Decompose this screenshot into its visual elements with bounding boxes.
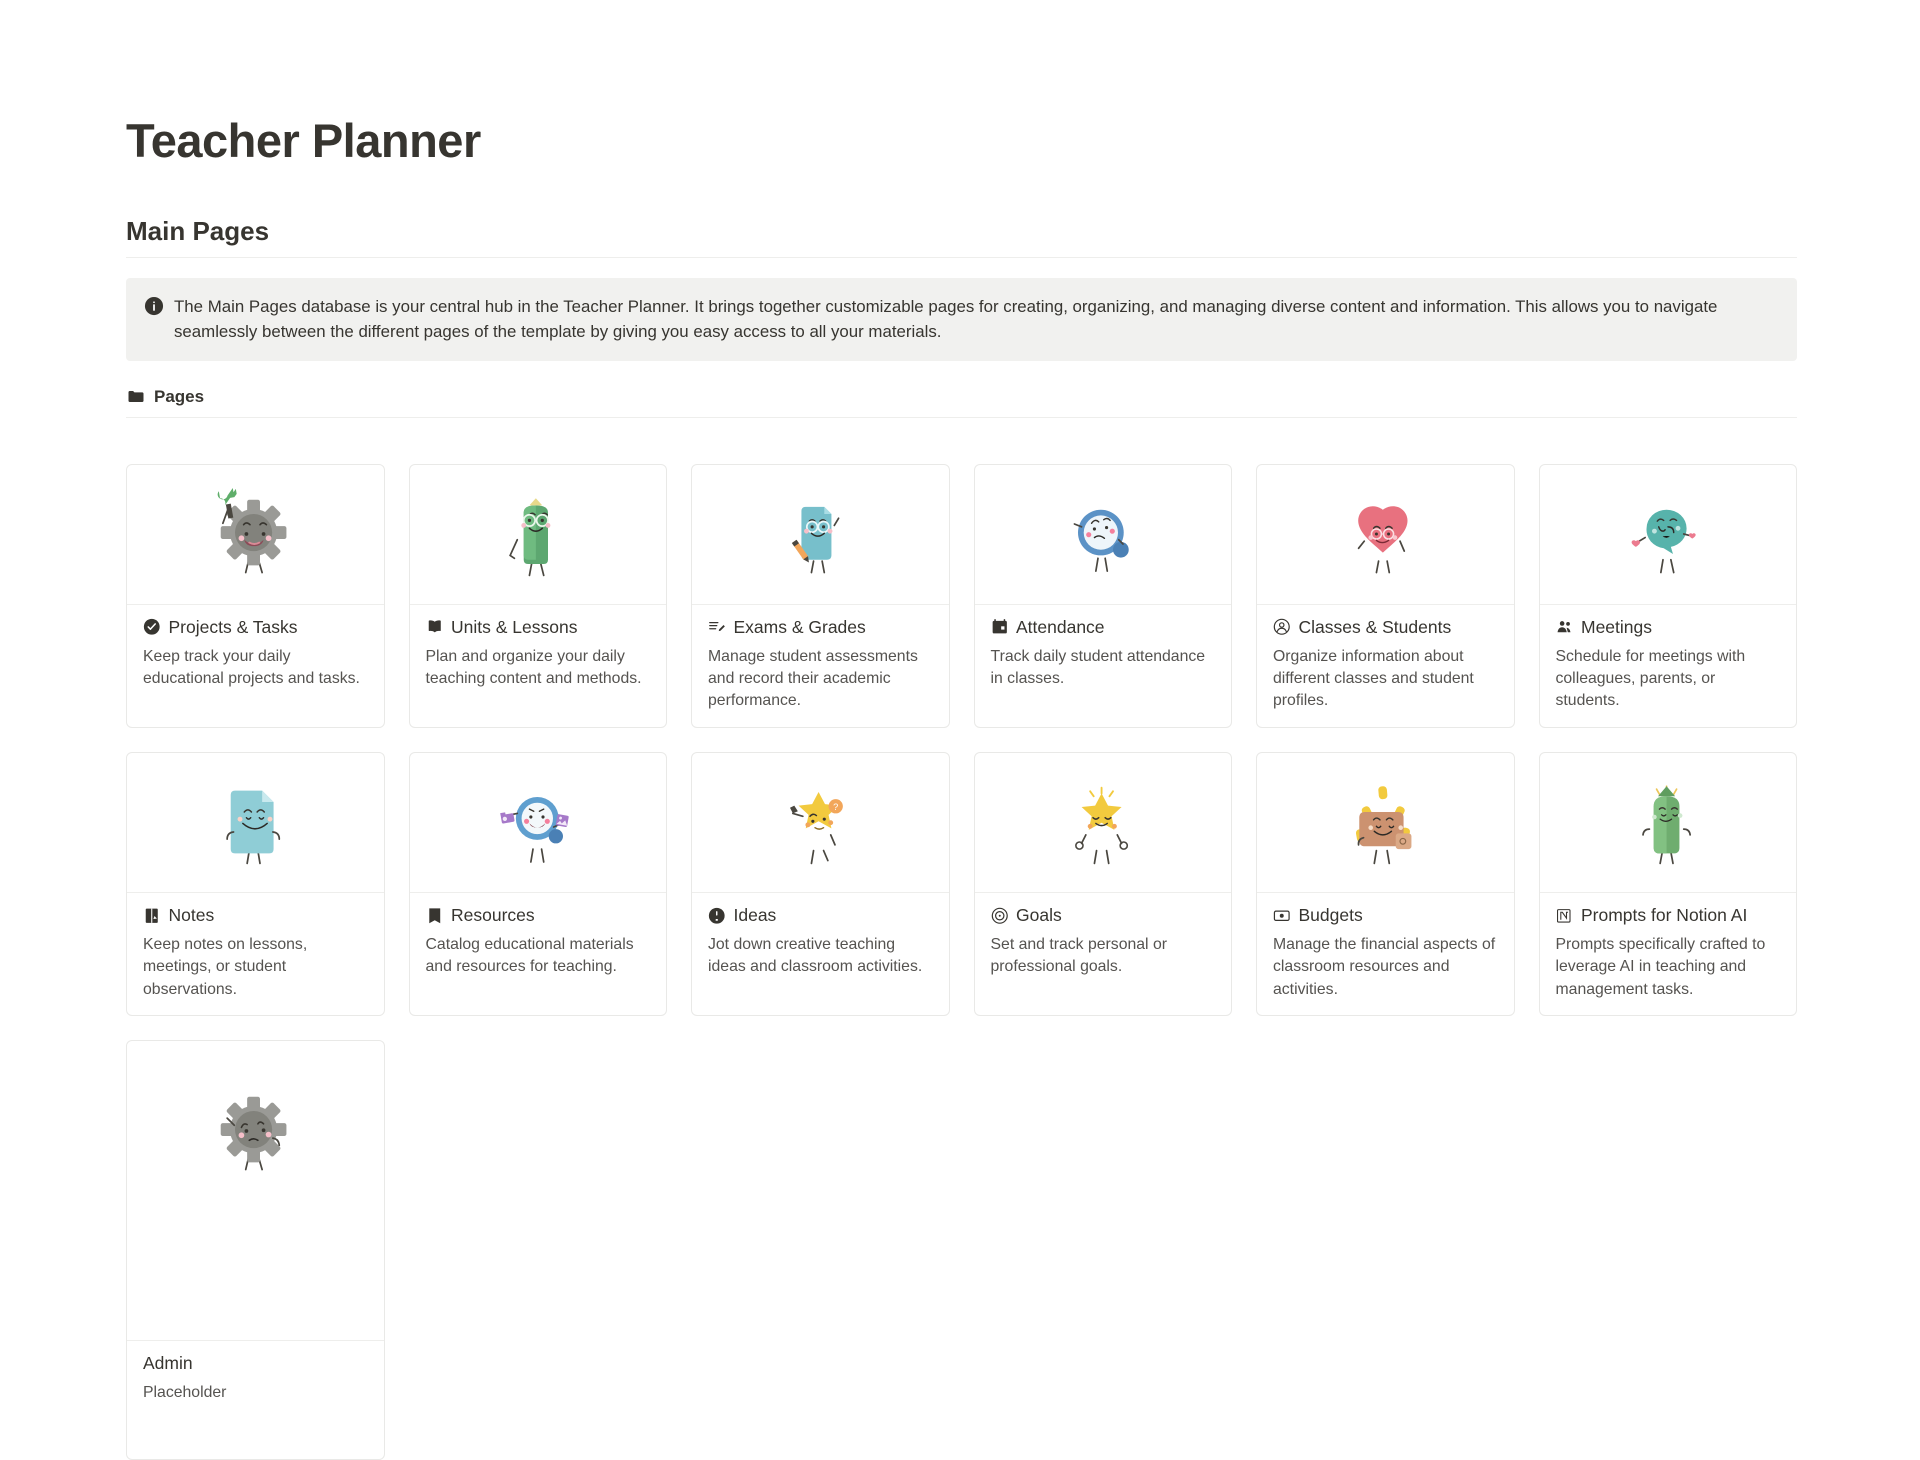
svg-text:?: ? <box>833 802 838 812</box>
